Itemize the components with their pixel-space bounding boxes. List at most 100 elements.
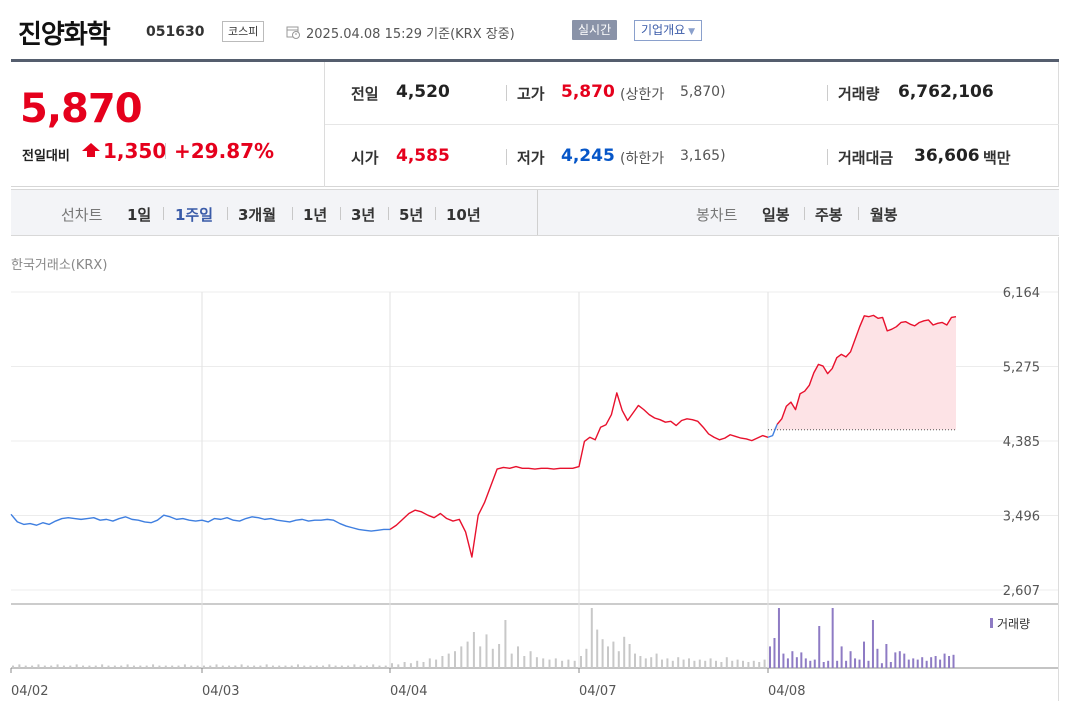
volume-bar [804, 658, 807, 668]
volume-bar [871, 620, 874, 668]
price-panel [11, 59, 1059, 187]
volume-bar [809, 660, 812, 668]
amount-label: 거래대금 [838, 149, 894, 167]
divider [388, 207, 389, 220]
period-1y[interactable]: 1년 [303, 206, 328, 224]
volume-bar [253, 665, 256, 668]
volume-bar [384, 665, 387, 668]
candle-weekly[interactable]: 주봉 [815, 206, 843, 224]
volume-bar [472, 632, 475, 668]
volume-legend-swatch [990, 618, 993, 628]
volume-bar [854, 658, 857, 668]
volume-bar [221, 665, 224, 668]
volume-bar [94, 665, 97, 668]
volume-bar [827, 660, 830, 668]
exchange-label: 한국거래소(KRX) [11, 258, 108, 273]
change-value: 1,350 [103, 139, 167, 163]
volume-bar [704, 660, 707, 668]
candle-monthly[interactable]: 월봉 [870, 206, 898, 224]
price-chart[interactable]: 6,164 5,275 4,385 3,496 2,607 04/02 04/03 04/04… [0, 270, 1060, 701]
volume-bar [813, 659, 816, 668]
divider [292, 207, 293, 220]
volume-bar [447, 653, 450, 668]
volume-bar [391, 663, 393, 668]
volume-bar [698, 659, 701, 668]
upper-limit-value: 5,870) [680, 84, 726, 100]
volume-bar [682, 659, 685, 668]
price-line-up [776, 314, 957, 425]
period-3y[interactable]: 3년 [351, 206, 376, 224]
volume-bar [639, 656, 642, 668]
volume-bar [742, 660, 744, 668]
volume-bar [666, 658, 669, 668]
candle-daily[interactable]: 일봉 [762, 206, 790, 224]
y-tick-label: 6,164 [1003, 286, 1040, 301]
period-1d[interactable]: 1일 [127, 206, 152, 224]
volume-bar [535, 657, 538, 668]
change-label: 전일대비 [22, 149, 70, 164]
volume-bar [925, 660, 928, 668]
volume-bar [655, 653, 658, 668]
period-5y[interactable]: 5년 [399, 206, 424, 224]
volume-bar [259, 665, 262, 668]
volume-bar [580, 656, 582, 668]
volume-bar [234, 665, 237, 668]
volume-bar [677, 657, 680, 668]
divider [325, 124, 1059, 125]
divider [827, 85, 828, 101]
volume-bar [573, 660, 576, 668]
realtime-button[interactable]: 실시간 [572, 20, 618, 40]
volume-bar [504, 620, 507, 668]
volume-bar [634, 653, 636, 668]
volume-bar [164, 665, 167, 668]
period-1w[interactable]: 1주일 [175, 206, 214, 224]
volume-bar [795, 657, 798, 668]
divider [827, 149, 828, 165]
chart-nav-bar [11, 189, 1059, 236]
volume-bar [763, 659, 766, 668]
volume-bar [916, 659, 919, 668]
amount-unit: 백만 [983, 149, 1011, 167]
volume-bar [898, 651, 901, 668]
volume-bar [265, 664, 268, 668]
period-10y[interactable]: 10년 [446, 206, 481, 224]
volume-bar [849, 651, 852, 668]
high-label: 고가 [517, 85, 545, 103]
volume-bar [791, 651, 794, 668]
volume-bar [934, 656, 937, 668]
x-tick-label: 04/03 [202, 684, 239, 699]
y-tick-label: 5,275 [1003, 360, 1040, 375]
volume-bar [12, 665, 14, 668]
volume-bar [409, 663, 412, 668]
period-3m[interactable]: 3개월 [238, 206, 277, 224]
volume-bar [498, 644, 501, 668]
volume-bar [867, 660, 870, 668]
volume-bar [228, 665, 231, 668]
divider [506, 85, 507, 101]
volume-bar [943, 653, 946, 668]
volume-bar [69, 665, 72, 668]
volume-bar [769, 646, 771, 668]
volume-bar [416, 660, 419, 668]
volume-bar [542, 658, 545, 668]
volume-bar [858, 659, 861, 668]
company-info-dropdown[interactable]: 기업개요 ▼ [634, 20, 703, 41]
volume-bar [693, 660, 696, 668]
divider [506, 149, 507, 165]
divider [324, 62, 325, 187]
volume-bar [840, 646, 843, 668]
volume-bar [378, 665, 381, 668]
volume-bar [82, 665, 85, 668]
volume-bar [397, 664, 400, 668]
volume-bar [322, 665, 325, 668]
volume-bar [777, 608, 780, 668]
volume-bar [517, 646, 519, 668]
volume-bar [101, 664, 104, 668]
stock-code: 051630 [146, 24, 205, 40]
y-tick-label: 4,385 [1003, 435, 1040, 450]
volume-bar [24, 665, 27, 668]
volume-bar [113, 665, 116, 668]
volume-label: 거래량 [838, 85, 880, 103]
volume-bar [340, 665, 343, 668]
volume-bar [818, 626, 821, 668]
